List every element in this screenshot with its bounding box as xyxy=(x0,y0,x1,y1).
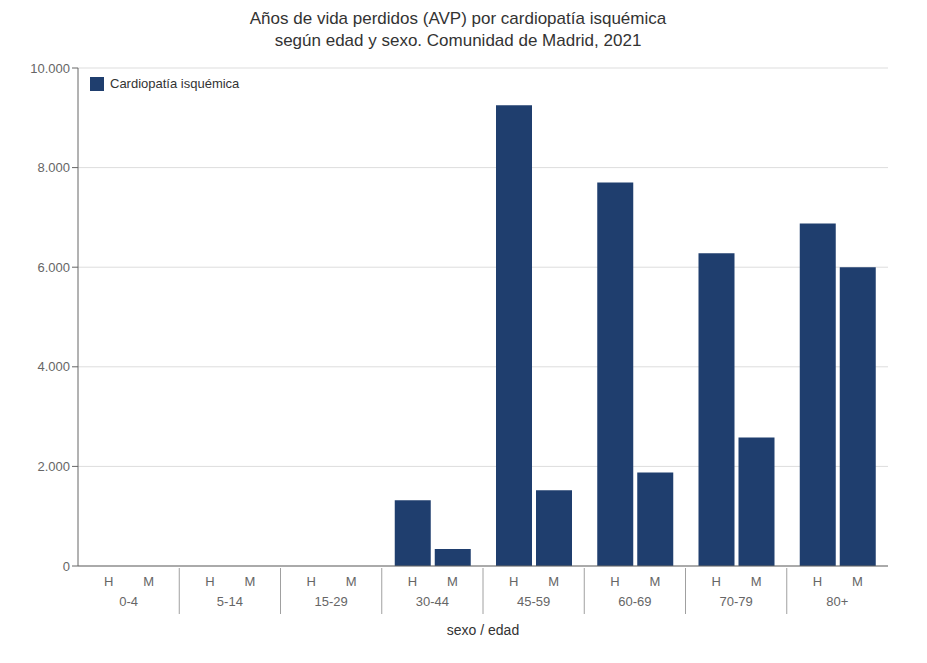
svg-text:H: H xyxy=(509,574,518,589)
svg-text:8.000: 8.000 xyxy=(37,160,70,175)
html-text:sexo / edad: sexo / edad xyxy=(446,622,520,638)
html-text:Cardiopatía isquémica: Cardiopatía isquémica xyxy=(110,76,240,91)
html-text:según edad y sexo. Comunidad d: según edad y sexo. Comunidad de Madrid, … xyxy=(274,31,642,50)
svg-text:10.000: 10.000 xyxy=(30,61,70,76)
svg-text:M: M xyxy=(852,574,863,589)
svg-text:H: H xyxy=(205,574,214,589)
svg-text:15-29: 15-29 xyxy=(315,594,348,609)
svg-text:6.000: 6.000 xyxy=(37,260,70,275)
svg-text:H: H xyxy=(104,574,113,589)
svg-text:H: H xyxy=(610,574,619,589)
svg-text:80+: 80+ xyxy=(826,594,848,609)
svg-text:M: M xyxy=(751,574,762,589)
svg-text:H: H xyxy=(306,574,315,589)
svg-text:5-14: 5-14 xyxy=(217,594,243,609)
svg-text:30-44: 30-44 xyxy=(416,594,449,609)
svg-text:M: M xyxy=(346,574,357,589)
svg-text:45-59: 45-59 xyxy=(517,594,550,609)
svg-text:4.000: 4.000 xyxy=(37,359,70,374)
svg-text:M: M xyxy=(143,574,154,589)
svg-text:0: 0 xyxy=(63,559,70,574)
svg-text:M: M xyxy=(447,574,458,589)
svg-text:0-4: 0-4 xyxy=(119,594,138,609)
svg-text:70-79: 70-79 xyxy=(720,594,753,609)
svg-text:2.000: 2.000 xyxy=(37,459,70,474)
svg-text:M: M xyxy=(244,574,255,589)
svg-text:M: M xyxy=(649,574,660,589)
svg-text:H: H xyxy=(813,574,822,589)
svg-text:M: M xyxy=(548,574,559,589)
svg-text:H: H xyxy=(408,574,417,589)
svg-text:H: H xyxy=(711,574,720,589)
svg-text:60-69: 60-69 xyxy=(618,594,651,609)
html-text:Años de vida perdidos (AVP) po: Años de vida perdidos (AVP) por cardiopa… xyxy=(249,9,667,28)
